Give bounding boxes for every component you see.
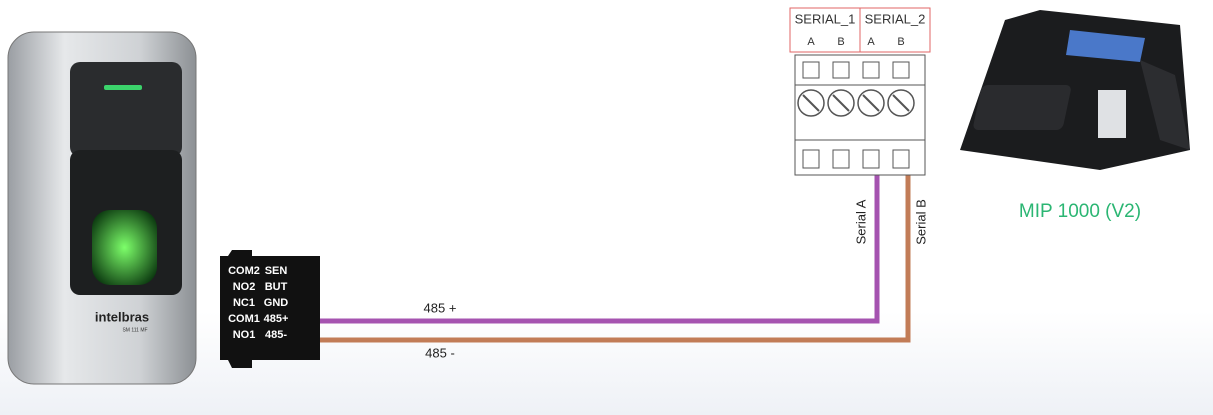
- device-model: SM 111 MF: [122, 327, 147, 333]
- terminal-slot: [893, 62, 909, 78]
- connector-pin: COM1: [228, 313, 260, 325]
- serial-pin: B: [837, 36, 844, 48]
- device-brand: intelbras: [95, 309, 149, 324]
- connector-pin: NC1: [233, 297, 255, 309]
- device-led: [104, 85, 142, 90]
- terminal-slot: [803, 150, 819, 168]
- access-device: intelbras SM 111 MF: [8, 32, 196, 384]
- connector-pin: BUT: [265, 281, 288, 293]
- terminal-slot: [833, 62, 849, 78]
- phone-keys: [1098, 90, 1126, 138]
- connector: COM2 SEN NO2 BUT NC1 GND COM1 485+ NO1 485-: [220, 250, 320, 368]
- terminal-slot: [863, 150, 879, 168]
- device-panel: [70, 62, 182, 157]
- serial-pin: A: [807, 36, 815, 48]
- phone-keypad: [972, 85, 1072, 130]
- diagram: intelbras SM 111 MF COM2SENNO2BUTNC1GNDC…: [0, 0, 1213, 415]
- phone-label: MIP 1000 (V2): [1019, 201, 1141, 222]
- serial-pin: B: [897, 36, 904, 48]
- wire-label: 485 -: [425, 345, 455, 360]
- connector-pin: 485+: [264, 313, 289, 325]
- terminal-wire-label: Serial A: [853, 199, 868, 244]
- terminal-slot: [863, 62, 879, 78]
- connector-pin: NO1: [233, 329, 256, 341]
- serial-group-name: SERIAL_2: [865, 11, 926, 26]
- wire-label: 485 +: [424, 300, 457, 315]
- terminal-slot: [833, 150, 849, 168]
- connector-pin: GND: [264, 297, 289, 309]
- connector-pin: SEN: [265, 265, 288, 277]
- fingerprint-sensor: [92, 210, 157, 285]
- connector-pin: NO2: [233, 281, 256, 293]
- connector-pin: COM2: [228, 265, 260, 277]
- terminal-slot: [893, 150, 909, 168]
- connector-pin: 485-: [265, 329, 287, 341]
- serial-group-name: SERIAL_1: [795, 11, 856, 26]
- terminal-slot: [803, 62, 819, 78]
- serial-pin: A: [867, 36, 875, 48]
- terminal-wire-label: Serial B: [913, 199, 928, 245]
